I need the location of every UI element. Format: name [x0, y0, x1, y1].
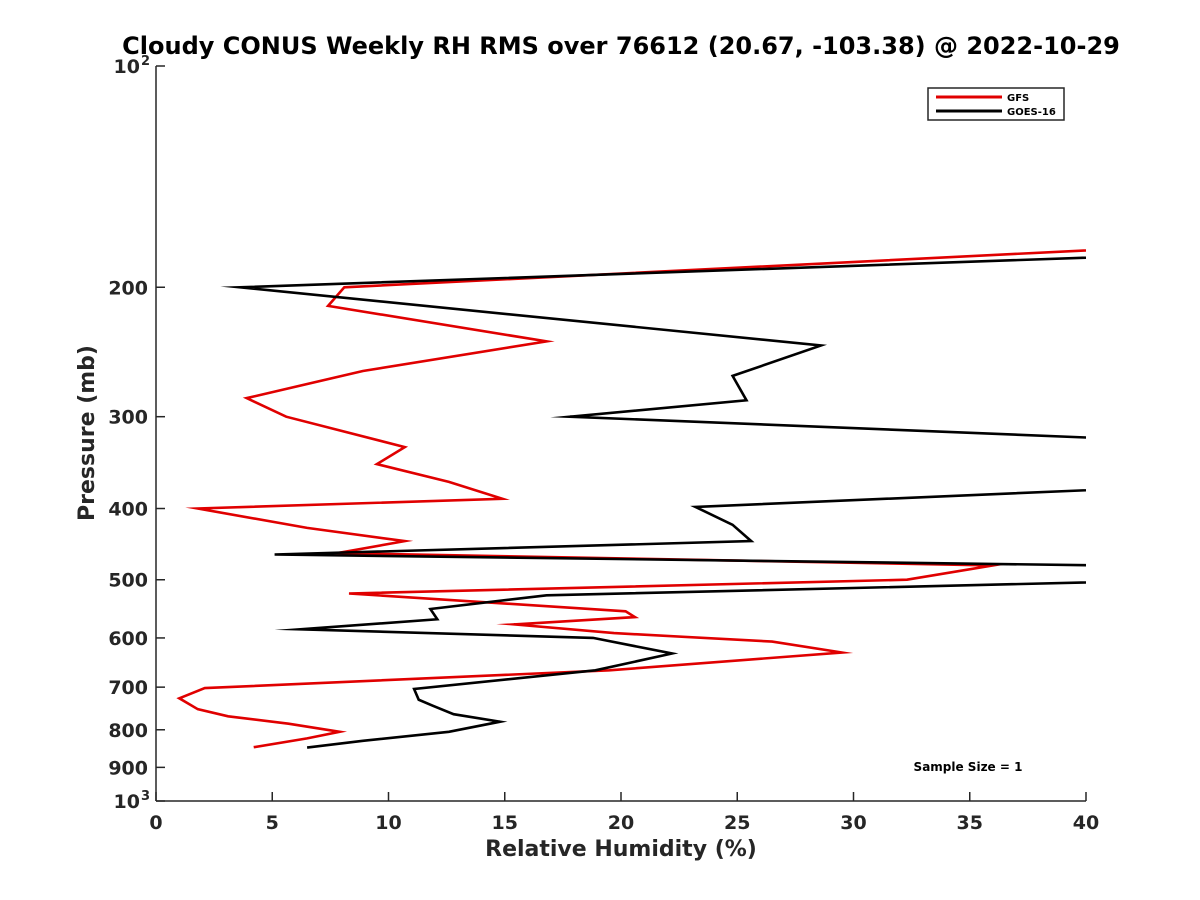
x-axis-label: Relative Humidity (%) [485, 837, 757, 862]
legend-goes16-label: GOES-16 [1007, 107, 1056, 118]
x-tick-label: 0 [149, 812, 162, 834]
series-layer [176, 249, 1086, 749]
x-tick-label: 15 [492, 812, 518, 834]
y-tick-label: 500 [108, 570, 148, 592]
y-tick-label: 10 [114, 791, 140, 813]
series-line-gfs [176, 249, 1086, 749]
y-tick-label: 300 [108, 407, 148, 429]
x-tick-label: 20 [608, 812, 634, 834]
legend: GFS GOES-16 [927, 87, 1065, 121]
y-tick-label: 400 [108, 499, 148, 521]
y-tick-exponent: 2 [141, 54, 150, 69]
x-tick-label: 40 [1073, 812, 1099, 834]
series-line-goes-16 [220, 256, 1086, 749]
y-tick-label: 600 [108, 628, 148, 650]
legend-gfs-label: GFS [1007, 93, 1029, 104]
y-tick-label: 900 [108, 757, 148, 779]
y-tick-label: 10 [114, 56, 140, 78]
y-tick-label: 200 [108, 277, 148, 299]
y-tick-exponent: 3 [141, 789, 150, 804]
legend-box [927, 87, 1065, 121]
x-tick-label: 5 [266, 812, 279, 834]
chart-title: Cloudy CONUS Weekly RH RMS over 76612 (2… [122, 32, 1120, 60]
x-tick-label: 35 [957, 812, 983, 834]
sample-size-annotation: Sample Size = 1 [914, 760, 1023, 774]
x-tick-label: 25 [724, 812, 750, 834]
y-tick-label: 800 [108, 720, 148, 742]
x-tick-label: 10 [375, 812, 401, 834]
x-tick-label: 30 [840, 812, 866, 834]
y-axis-label: Pressure (mb) [75, 345, 100, 521]
y-tick-label: 700 [108, 677, 148, 699]
axes-layer [155, 66, 1086, 802]
